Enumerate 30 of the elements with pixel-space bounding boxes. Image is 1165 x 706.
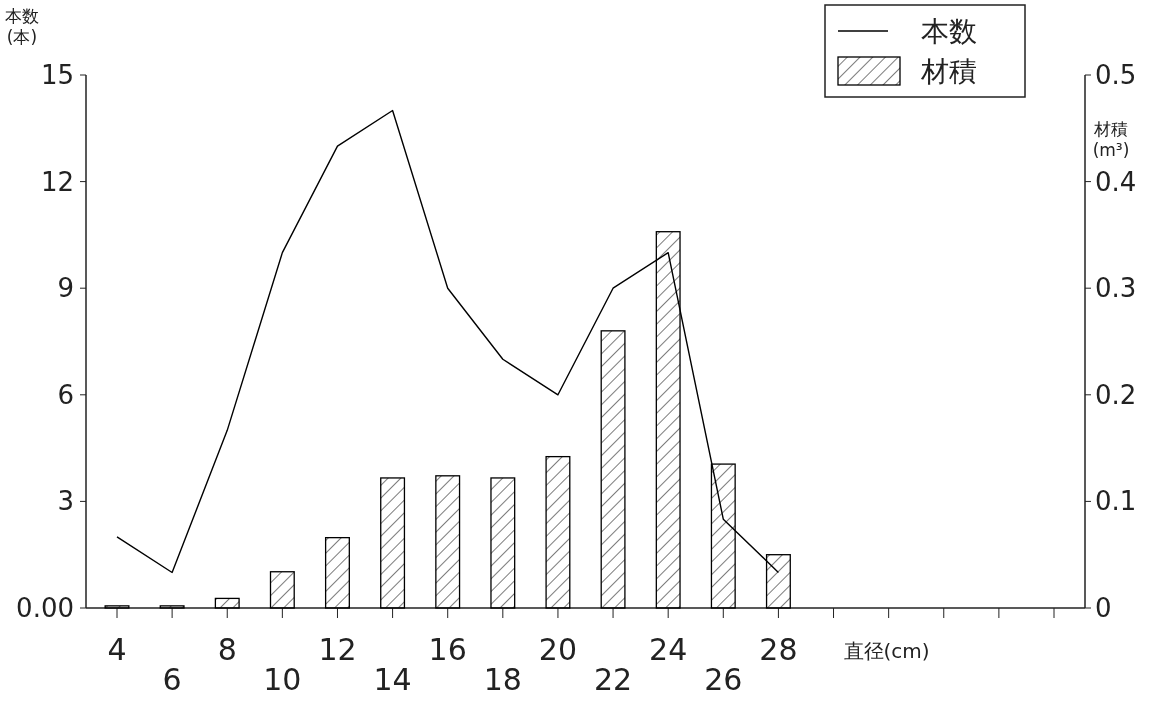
x-tick-label: 6 <box>162 662 182 697</box>
y2-tick-label: 0.3 <box>1095 273 1137 304</box>
x-axis-title: 直径(cm) <box>843 639 930 663</box>
y-tick-label: 3 <box>57 486 74 517</box>
y2label: 材積 (m³) <box>1092 119 1130 160</box>
y2-tick-label: 0.4 <box>1095 166 1137 197</box>
y2-tick-label: 0.5 <box>1095 60 1137 90</box>
x-tick-label: 24 <box>649 632 688 667</box>
x-tick-label: 28 <box>759 632 798 667</box>
x-tick-label: 4 <box>107 632 127 667</box>
x-tick-label: 12 <box>318 632 357 667</box>
x-tick-label: 14 <box>373 662 412 697</box>
y-tick-label: 9 <box>57 273 74 304</box>
x-tick-label: 18 <box>483 662 522 697</box>
y-tick-label: 6 <box>57 379 74 410</box>
x-tick-label: 8 <box>217 632 237 667</box>
x-tick-label: 16 <box>428 632 467 667</box>
x-tick-label: 20 <box>538 632 578 667</box>
y-tick-label: 0.00 <box>16 593 74 623</box>
y-tick-label: 12 <box>40 166 74 197</box>
ylabel: 本数 (本) <box>5 6 39 47</box>
y2-tick-label: 0 <box>1095 593 1112 623</box>
x-tick-label: 22 <box>593 662 633 697</box>
y-tick-label: 15 <box>40 60 74 90</box>
y2-tick-label: 0.1 <box>1095 486 1137 517</box>
x-tick-label: 26 <box>704 662 743 697</box>
x-tick-label: 10 <box>263 662 302 697</box>
legend-label: 材積 <box>920 55 977 88</box>
y2-tick-label: 0.2 <box>1095 379 1137 410</box>
legend-label: 本数 <box>921 15 977 48</box>
